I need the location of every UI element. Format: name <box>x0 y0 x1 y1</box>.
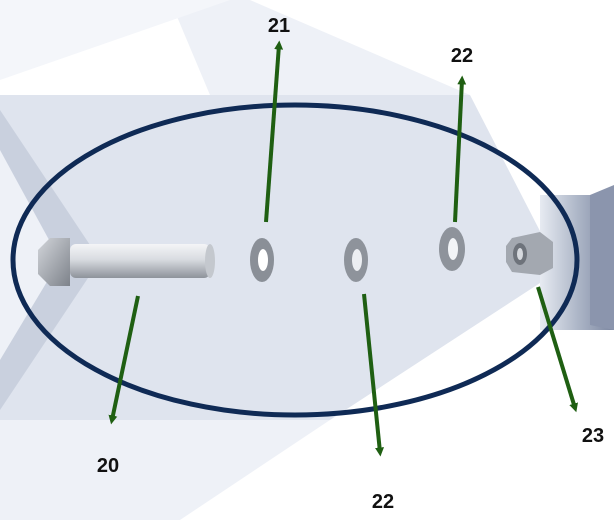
callout-flat-washer-bottom: 22 <box>372 491 394 513</box>
background-band <box>0 95 560 420</box>
bolt-head <box>38 238 70 286</box>
background-chevron <box>0 150 60 360</box>
bolt-tip <box>205 244 215 278</box>
background-cone-edge <box>590 185 614 330</box>
leader-arrow-flat-washer-bottom <box>362 293 385 457</box>
leader-arrow-nut <box>536 286 578 413</box>
hex-nut-part <box>506 232 553 275</box>
lock-washer-part <box>250 238 274 282</box>
callout-flat-washer-top: 22 <box>451 45 473 67</box>
lock-washer-hole <box>258 249 268 271</box>
leader-arrow-bolt <box>108 295 140 425</box>
flat-washer-hole <box>448 238 458 260</box>
background-band <box>170 0 470 95</box>
flat-washer-hole <box>352 249 362 271</box>
flat-washer-part <box>344 238 368 282</box>
flat-washer-part <box>439 227 465 271</box>
callout-bolt: 20 <box>97 455 119 477</box>
grouping-ellipse <box>10 102 580 418</box>
callout-lock-washer: 21 <box>268 15 290 37</box>
bolt-part <box>38 238 215 286</box>
leader-arrow-flat-washer-top <box>453 75 467 223</box>
leader-arrows <box>108 40 578 457</box>
background-band <box>0 0 230 80</box>
bolt-shank <box>70 244 210 278</box>
callout-nut: 23 <box>582 425 604 447</box>
hex-nut-hole <box>517 248 523 260</box>
leader-arrow-lock-washer <box>264 40 284 223</box>
background-band <box>0 420 330 520</box>
